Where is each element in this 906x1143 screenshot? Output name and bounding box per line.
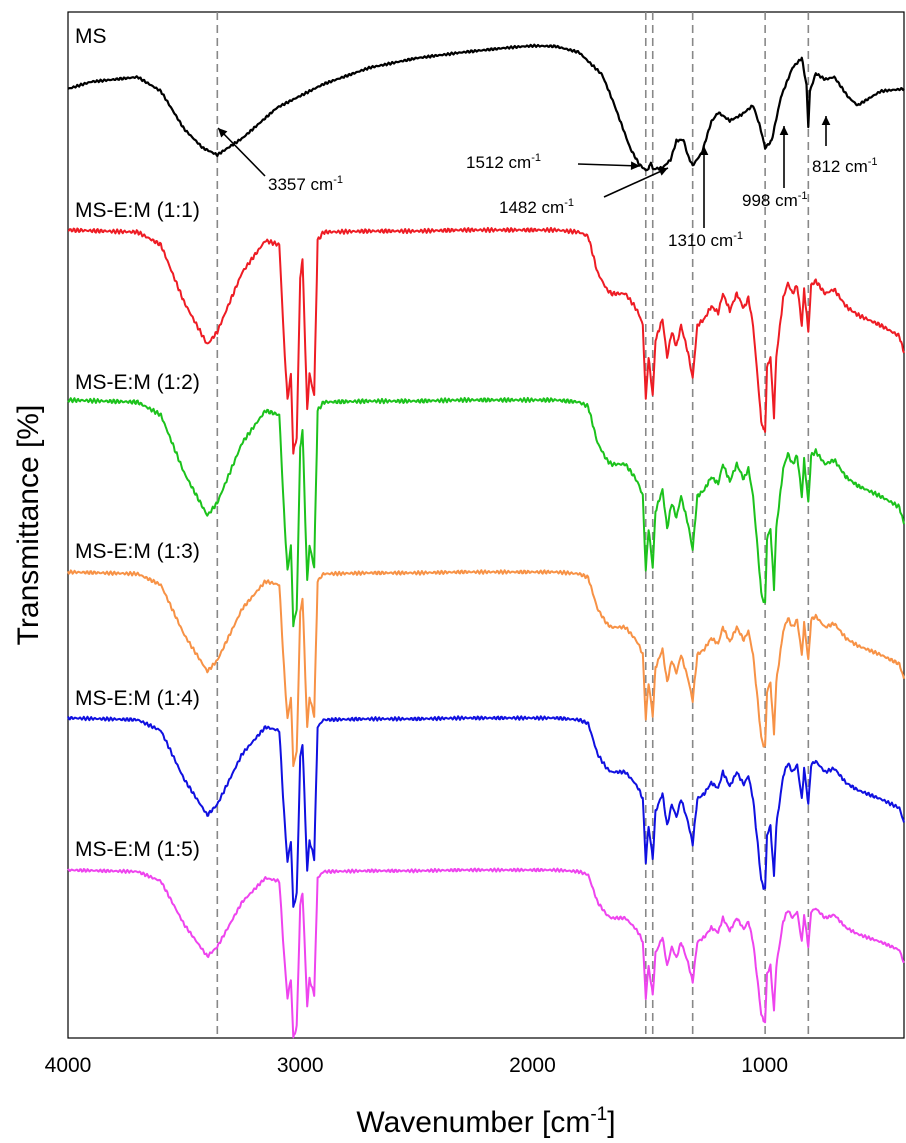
peak-arrow-line	[577, 163, 641, 167]
series-line	[67, 867, 905, 1039]
series-labels: MS MS-E:M (1:1) MS-E:M (1:2) MS-E:M (1:3) MS…	[75, 25, 200, 861]
peak-arrow-line	[603, 167, 669, 198]
series-line	[67, 396, 905, 628]
x-tick-label: 2000	[509, 1054, 556, 1077]
series-line	[67, 226, 905, 455]
x-axis-ticks: 4000 3000 2000 1000	[45, 1054, 788, 1077]
series-label: MS-E:M (1:2)	[75, 371, 200, 394]
peak-label: 1310 cm-1	[668, 230, 743, 250]
plot-frame	[67, 11, 905, 1039]
series-label: MS-E:M (1:4)	[75, 687, 200, 710]
series-label: MS-E:M (1:1)	[75, 199, 200, 222]
peak-arrowhead	[779, 126, 789, 136]
peak-label: 1482 cm-1	[499, 197, 574, 217]
peak-arrowhead	[658, 167, 668, 176]
reference-lines	[216, 12, 810, 1038]
peak-label: 1512 cm-1	[466, 152, 541, 172]
x-axis-label: Wavenumber [cm-1]	[356, 1104, 615, 1139]
x-tick-label: 3000	[277, 1054, 324, 1077]
peak-arrow-line	[217, 127, 266, 177]
peak-label: 998 cm-1	[742, 190, 808, 210]
series-layer	[67, 43, 905, 1039]
x-tick-label: 1000	[741, 1054, 788, 1077]
series-line	[67, 569, 905, 768]
peak-arrowhead	[218, 128, 228, 138]
series-line	[67, 43, 905, 172]
peak-label: 812 cm-1	[812, 156, 878, 176]
series-label: MS-E:M (1:5)	[75, 838, 200, 861]
y-axis-label: Transmittance [%]	[12, 405, 45, 646]
x-tick-label: 4000	[45, 1054, 92, 1077]
series-label: MS	[75, 25, 107, 48]
peak-arrowhead	[821, 116, 831, 126]
peak-arrowhead	[630, 161, 640, 171]
peak-annotations: 3357 cm-1 1512 cm-1 1482 cm-1 1310 cm-1 998 …	[217, 116, 878, 250]
series-line	[67, 715, 905, 908]
peak-label: 3357 cm-1	[268, 174, 343, 194]
series-label: MS-E:M (1:3)	[75, 540, 200, 563]
peak-arrowhead	[699, 146, 709, 156]
